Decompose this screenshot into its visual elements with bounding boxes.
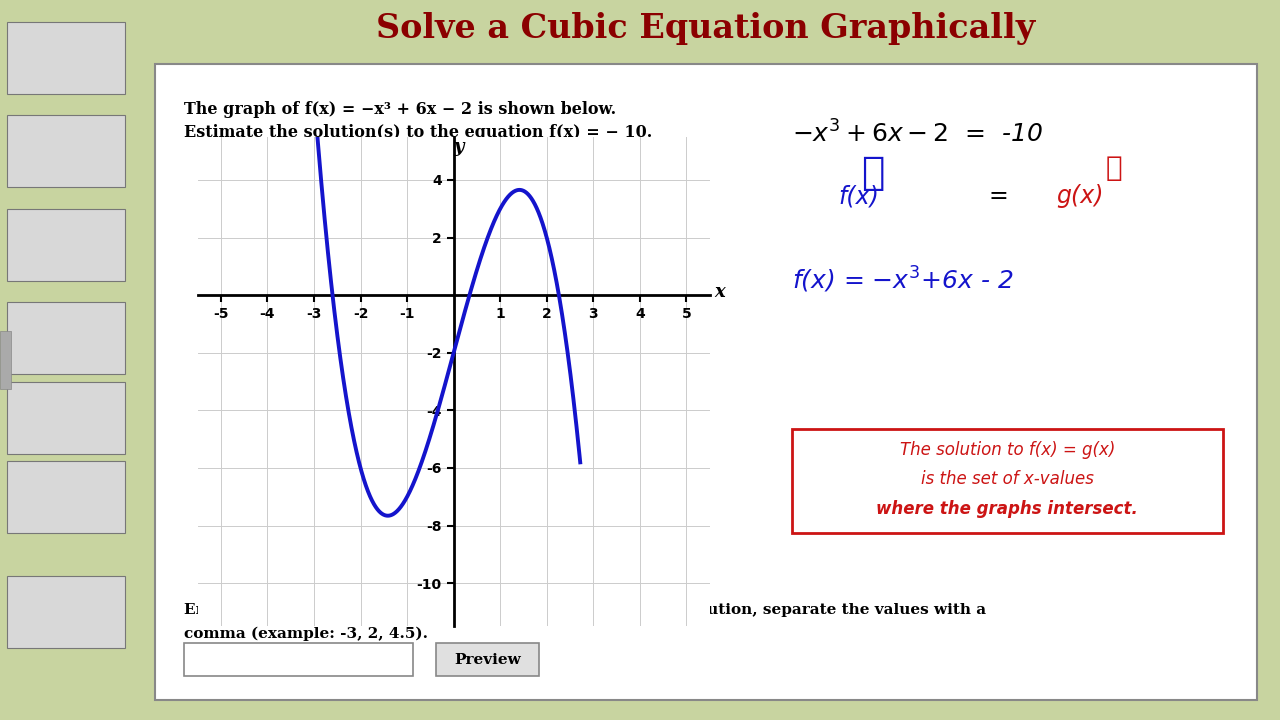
- Bar: [6, 115, 125, 187]
- Text: f(x) = $-x^3$+6x - 2: f(x) = $-x^3$+6x - 2: [792, 265, 1014, 295]
- Bar: [183, 643, 413, 677]
- Text: Estimate the solution(s) to the equation f(x) = − 10.: Estimate the solution(s) to the equation…: [183, 124, 652, 141]
- Bar: [6, 209, 125, 281]
- Text: $-x^3+6x-2$  =  -10: $-x^3+6x-2$ = -10: [792, 121, 1043, 148]
- Text: ⏟: ⏟: [1105, 154, 1121, 182]
- Bar: [6, 382, 125, 454]
- Bar: [6, 302, 125, 374]
- Bar: [6, 22, 125, 94]
- Bar: [0, 331, 10, 389]
- Text: y: y: [453, 138, 463, 156]
- Text: ⏟: ⏟: [860, 154, 884, 192]
- Text: comma (example: -3, 2, 4.5).: comma (example: -3, 2, 4.5).: [183, 626, 428, 641]
- Text: =: =: [989, 184, 1009, 208]
- Text: Preview: Preview: [454, 653, 521, 667]
- Bar: [6, 576, 125, 648]
- Text: The graph of f(x) = −x³ + 6x − 2 is shown below.: The graph of f(x) = −x³ + 6x − 2 is show…: [183, 101, 616, 117]
- Text: Enter solution(s) in the box below. If there is more than 1 solution, separate t: Enter solution(s) in the box below. If t…: [183, 603, 986, 617]
- Bar: [6, 461, 125, 533]
- Text: is the set of x-values: is the set of x-values: [920, 470, 1093, 488]
- Bar: [792, 428, 1222, 533]
- Text: where the graphs intersect.: where the graphs intersect.: [877, 500, 1138, 518]
- Bar: [436, 643, 539, 677]
- Text: f(x): f(x): [838, 184, 879, 208]
- Text: Solve a Cubic Equation Graphically: Solve a Cubic Equation Graphically: [376, 12, 1036, 45]
- Text: g(x): g(x): [1056, 184, 1103, 208]
- Text: The solution to f(x) = g(x): The solution to f(x) = g(x): [900, 441, 1115, 459]
- Text: x: x: [714, 283, 724, 301]
